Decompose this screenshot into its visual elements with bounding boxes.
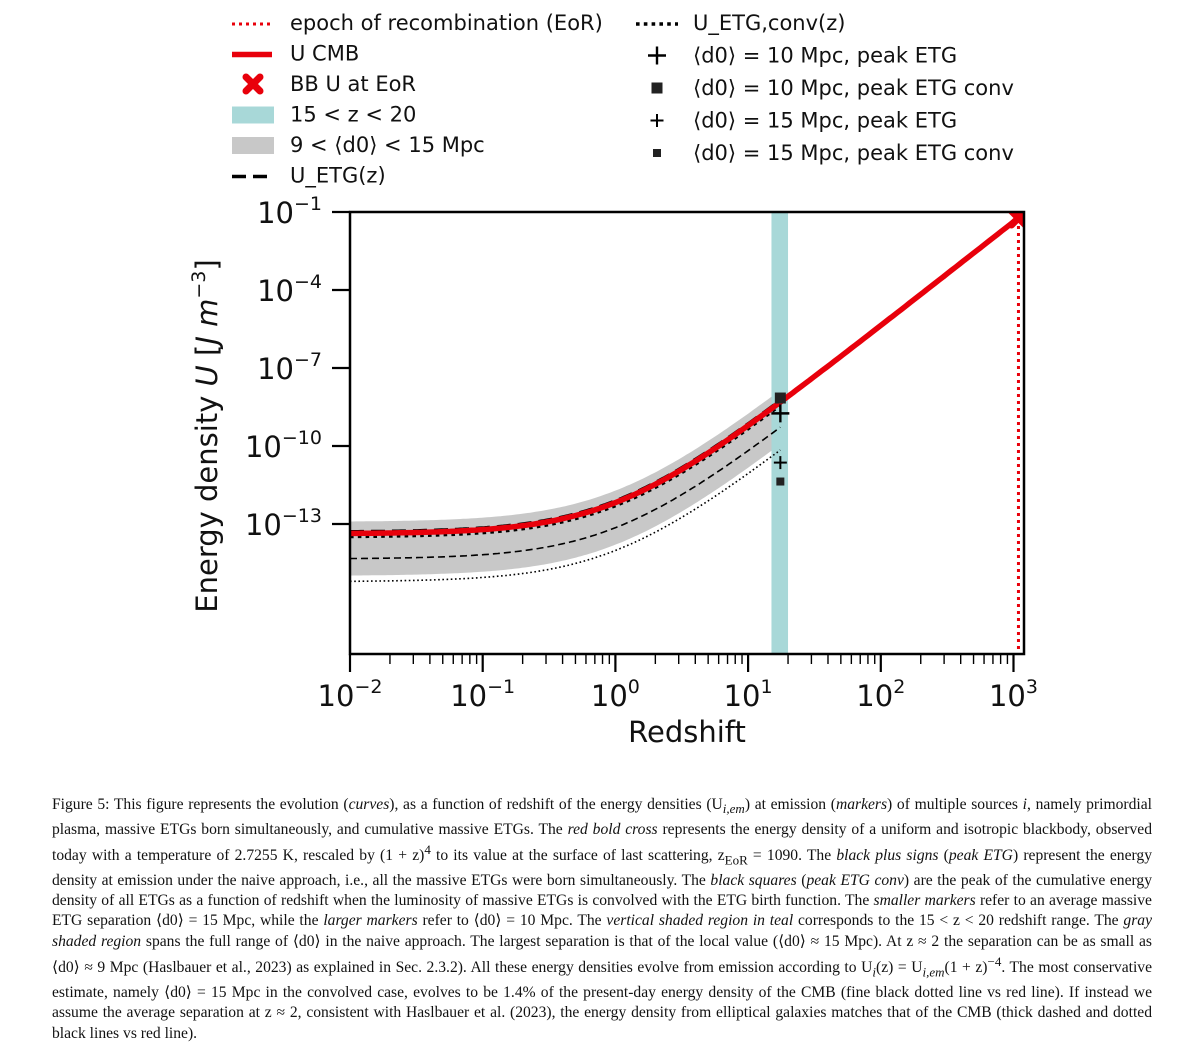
x-tick-label: 10−1 xyxy=(450,676,515,713)
x-tick-label: 100 xyxy=(591,676,640,713)
figure-label: Figure 5: xyxy=(52,796,110,813)
marker-square-small xyxy=(776,477,785,486)
legend-handle-teal xyxy=(232,106,274,124)
legend-label-bb: BB U at EoR xyxy=(290,72,416,96)
y-tick-label: 10−7 xyxy=(257,349,322,386)
x-tick-label: 101 xyxy=(724,676,773,713)
legend-label-p15: ⟨d0⟩ = 15 Mpc, peak ETG xyxy=(693,109,957,133)
legend-label-s10: ⟨d0⟩ = 10 Mpc, peak ETG conv xyxy=(693,76,1014,100)
legend-handle-s15 xyxy=(653,149,661,157)
x-axis-label: Redshift xyxy=(628,715,746,749)
y-tick-label: 10−4 xyxy=(257,271,322,308)
legend-label-cmb: U CMB xyxy=(290,42,359,66)
legend-label-s15: ⟨d0⟩ = 15 Mpc, peak ETG conv xyxy=(693,141,1014,165)
x-tick-label: 103 xyxy=(989,676,1038,713)
etg-curve-2 xyxy=(350,426,781,560)
plot-frame xyxy=(348,210,1026,656)
y-tick-label: 10−13 xyxy=(245,505,322,542)
y-axis-label: Energy density U [J m−3] xyxy=(188,259,224,612)
legend-label-gray: 9 < ⟨d0⟩ < 15 Mpc xyxy=(290,133,485,157)
gray-band-d0-range xyxy=(350,390,781,576)
legend-label-p10: ⟨d0⟩ = 10 Mpc, peak ETG xyxy=(693,44,957,68)
y-tick-label: 10−1 xyxy=(257,193,322,230)
marker-square-large xyxy=(774,392,786,404)
teal-redshift-span xyxy=(771,212,789,654)
legend-handle-bb xyxy=(242,73,264,95)
legend-label-teal: 15 < z < 20 xyxy=(290,103,416,127)
energy-density-chart: 10−2 10−1 100 101 102 103 10−1 10−4 10−7 10−10 10−… xyxy=(188,11,1038,749)
legend-handle-p15 xyxy=(650,114,664,127)
legend: epoch of recombination (EoR) U CMB BB U at… xyxy=(232,11,1014,189)
legend-label-eor: epoch of recombination (EoR) xyxy=(290,11,603,35)
x-tick-label: 10−2 xyxy=(318,676,383,713)
etg-curve-4 xyxy=(350,449,781,583)
legend-handle-p10 xyxy=(648,46,666,65)
legend-label-etg: U_ETG(z) xyxy=(290,164,386,189)
legend-label-conv: U_ETG,conv(z) xyxy=(693,11,845,36)
cmb-curve xyxy=(350,215,1021,537)
figure-caption: Figure 5: This figure represents the evo… xyxy=(52,796,1153,1042)
y-tick-label: 10−10 xyxy=(245,427,322,464)
figure: 10−2 10−1 100 101 102 103 10−1 10−4 10−7 10−10 10−… xyxy=(188,11,1038,749)
plot-area xyxy=(350,212,1024,654)
x-tick-label: 102 xyxy=(856,676,905,713)
legend-handle-s10 xyxy=(651,82,663,94)
legend-handle-gray xyxy=(232,137,274,154)
axis-ticks: 10−2 10−1 100 101 102 103 10−1 10−4 10−7 10−10 10−… xyxy=(245,193,1038,713)
marker-plus-large xyxy=(771,404,790,423)
marker-plus-small xyxy=(773,456,787,470)
